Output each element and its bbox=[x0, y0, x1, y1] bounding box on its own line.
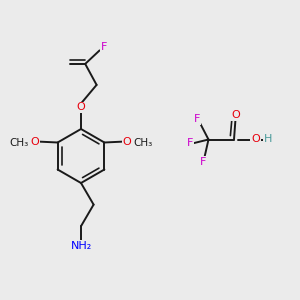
Text: F: F bbox=[194, 114, 200, 124]
Text: NH₂: NH₂ bbox=[70, 241, 92, 251]
Text: CH₃: CH₃ bbox=[10, 137, 29, 148]
Text: O: O bbox=[76, 102, 85, 112]
Text: O: O bbox=[251, 134, 260, 145]
Text: CH₃: CH₃ bbox=[133, 137, 152, 148]
Text: O: O bbox=[231, 110, 240, 120]
Text: F: F bbox=[200, 157, 206, 167]
Text: F: F bbox=[100, 42, 107, 52]
Text: O: O bbox=[122, 136, 131, 147]
Text: O: O bbox=[31, 136, 40, 147]
Text: H: H bbox=[264, 134, 272, 145]
Text: F: F bbox=[187, 138, 193, 148]
